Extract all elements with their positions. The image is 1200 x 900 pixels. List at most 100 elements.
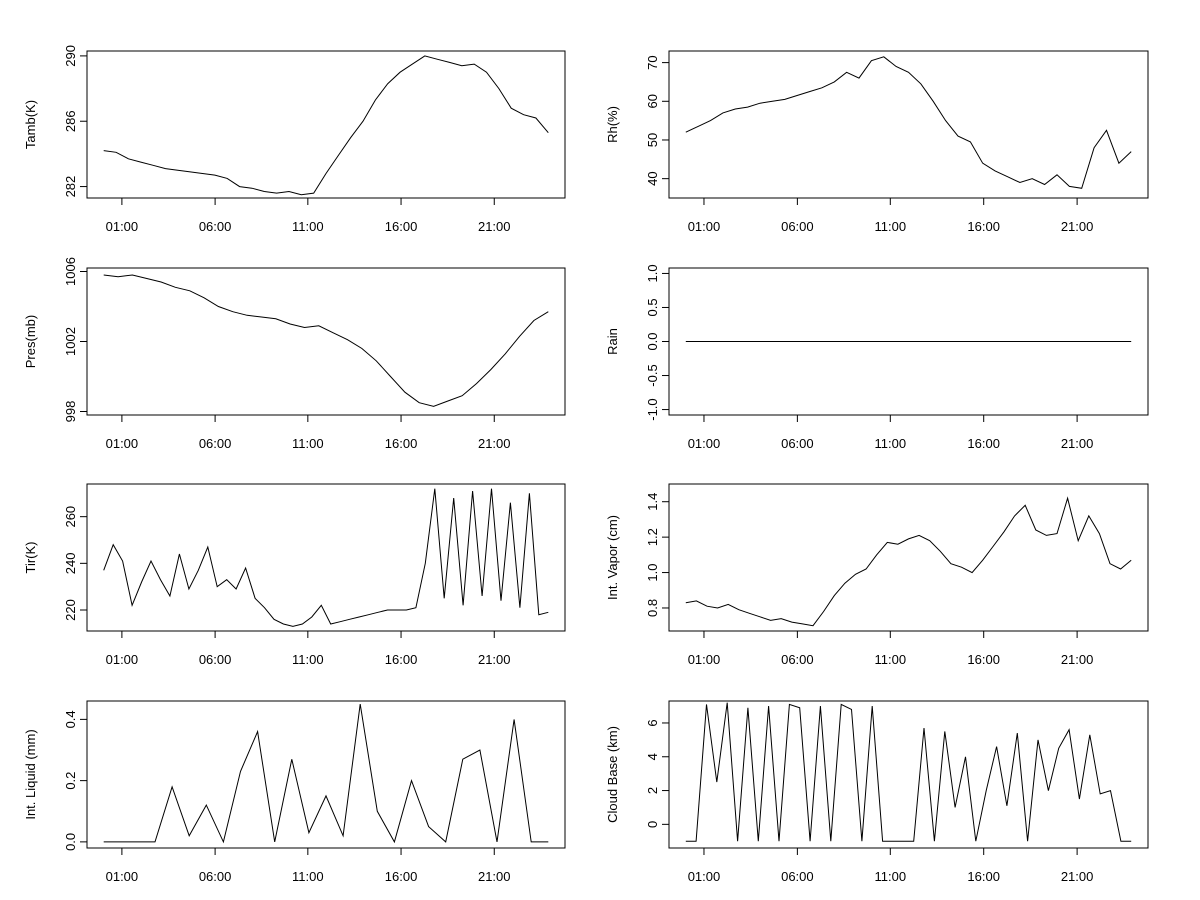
panel-5: 220 240 260 Tir(K) 01:00 06:00 11:00 16:00 21:00 xyxy=(23,483,566,667)
plot-frame xyxy=(668,700,1149,849)
y-tick-label: 282 xyxy=(63,176,78,198)
y-tick-label: 260 xyxy=(63,506,78,528)
x-tick-label: 11:00 xyxy=(875,652,907,667)
x-tick-label: 06:00 xyxy=(199,219,232,234)
x-tick-label: 21:00 xyxy=(478,652,511,667)
y-axis-label: Rh(%) xyxy=(605,106,620,143)
y-axis-label: Pres(mb) xyxy=(23,315,38,368)
x-tick-label: 01:00 xyxy=(106,219,139,234)
y-axis-label: Tir(K) xyxy=(23,541,38,573)
panel-1: 282 286 290 Tamb(K) 01:00 06:00 11:00 16:00 21:0… xyxy=(23,45,566,234)
plot-frame xyxy=(86,700,566,849)
x-tick-label: 11:00 xyxy=(875,436,907,451)
x-tick-label: 06:00 xyxy=(199,436,232,451)
y-tick-label: 240 xyxy=(63,552,78,574)
x-tick-label: 01:00 xyxy=(106,869,139,884)
y-tick-label: 290 xyxy=(63,45,78,67)
x-tick-label: 11:00 xyxy=(875,219,907,234)
y-tick-label: 1002 xyxy=(63,327,78,356)
series-line xyxy=(103,55,549,196)
plot-frame xyxy=(86,267,566,416)
x-tick-label: 06:00 xyxy=(781,652,814,667)
x-tick-label: 06:00 xyxy=(199,869,232,884)
y-tick-label: 0 xyxy=(645,821,660,828)
y-tick-label: 286 xyxy=(63,110,78,132)
panel-6: 0.8 1.0 1.2 1.4 Int. Vapor (cm) 01:00 06:00 11:… xyxy=(605,483,1149,667)
y-tick-label: 40 xyxy=(645,171,660,185)
series-line xyxy=(685,496,1132,627)
x-tick-label: 21:00 xyxy=(1061,869,1094,884)
x-tick-label: 16:00 xyxy=(385,652,418,667)
x-tick-label: 06:00 xyxy=(781,436,814,451)
plot-frame xyxy=(86,483,566,632)
series-line xyxy=(103,704,549,844)
x-tick-label: 16:00 xyxy=(385,219,418,234)
y-tick-label: 0.0 xyxy=(645,332,660,350)
y-axis-label: Int. Liquid (mm) xyxy=(23,729,38,819)
y-tick-label: 50 xyxy=(645,133,660,147)
y-tick-label: 60 xyxy=(645,94,660,108)
x-tick-label: 01:00 xyxy=(688,652,721,667)
x-tick-label: 16:00 xyxy=(967,436,1000,451)
y-tick-label: 220 xyxy=(63,599,78,621)
y-tick-label: 0.5 xyxy=(645,298,660,316)
y-tick-label: 1.0 xyxy=(645,264,660,282)
x-tick-label: 21:00 xyxy=(478,869,511,884)
x-tick-label: 21:00 xyxy=(1061,652,1094,667)
x-tick-label: 16:00 xyxy=(967,652,1000,667)
x-tick-label: 11:00 xyxy=(292,219,324,234)
y-axis-label: Int. Vapor (cm) xyxy=(605,515,620,600)
x-tick-label: 01:00 xyxy=(688,436,721,451)
x-tick-label: 21:00 xyxy=(478,436,511,451)
y-tick-label: 0.0 xyxy=(63,833,78,851)
panel-2: 40 50 60 70 Rh(%) 01:00 06:00 11:00 16:00 21:00 xyxy=(605,50,1149,234)
x-tick-label: 06:00 xyxy=(781,869,814,884)
panel-3: 998 1002 1006 Pres(mb) 01:00 06:00 11:00 16:00 2… xyxy=(23,257,566,451)
y-tick-label: -1.0 xyxy=(645,398,660,420)
x-tick-label: 11:00 xyxy=(292,869,324,884)
y-tick-label: 1.4 xyxy=(645,493,660,511)
x-tick-label: 21:00 xyxy=(478,219,511,234)
x-tick-label: 21:00 xyxy=(1061,219,1094,234)
y-tick-label: 998 xyxy=(63,401,78,423)
series-line xyxy=(685,56,1132,189)
panel-8: 0 2 4 6 Cloud Base (km) 01:00 06:00 11:00 16:00 2… xyxy=(605,700,1149,884)
y-tick-label: 4 xyxy=(645,753,660,760)
series-line xyxy=(103,488,549,627)
y-tick-label: 0.4 xyxy=(63,710,78,728)
x-tick-label: 01:00 xyxy=(688,219,721,234)
x-tick-label: 16:00 xyxy=(967,869,1000,884)
x-tick-label: 16:00 xyxy=(385,436,418,451)
x-tick-label: 11:00 xyxy=(292,652,324,667)
x-tick-label: 06:00 xyxy=(781,219,814,234)
series-line xyxy=(103,274,549,407)
series-line xyxy=(685,702,1132,842)
x-tick-label: 16:00 xyxy=(967,219,1000,234)
y-tick-label: -0.5 xyxy=(645,364,660,386)
plot-frame xyxy=(668,50,1149,199)
y-tick-label: 0.2 xyxy=(63,772,78,790)
y-axis-label: Tamb(K) xyxy=(23,100,38,149)
y-tick-label: 6 xyxy=(645,719,660,726)
x-tick-label: 01:00 xyxy=(106,652,139,667)
panel-4: -1.0 -0.5 0.0 0.5 1.0 Rain 01:00 06:00 11:00 16:0… xyxy=(605,264,1149,451)
x-tick-label: 06:00 xyxy=(199,652,232,667)
y-tick-label: 1.2 xyxy=(645,528,660,546)
y-tick-label: 0.8 xyxy=(645,599,660,617)
y-tick-label: 1006 xyxy=(63,257,78,286)
x-tick-label: 01:00 xyxy=(688,869,721,884)
x-tick-label: 11:00 xyxy=(875,869,907,884)
x-tick-label: 21:00 xyxy=(1061,436,1094,451)
plot-frame xyxy=(668,483,1149,632)
x-tick-label: 01:00 xyxy=(106,436,139,451)
x-tick-label: 16:00 xyxy=(385,869,418,884)
plot-frame xyxy=(86,50,566,199)
y-axis-label: Cloud Base (km) xyxy=(605,726,620,823)
y-tick-label: 1.0 xyxy=(645,564,660,582)
y-axis-label: Rain xyxy=(605,328,620,355)
y-tick-label: 2 xyxy=(645,787,660,794)
y-tick-label: 70 xyxy=(645,55,660,69)
panel-7: 0.0 0.2 0.4 Int. Liquid (mm) 01:00 06:00 11:00… xyxy=(23,700,566,884)
x-tick-label: 11:00 xyxy=(292,436,324,451)
